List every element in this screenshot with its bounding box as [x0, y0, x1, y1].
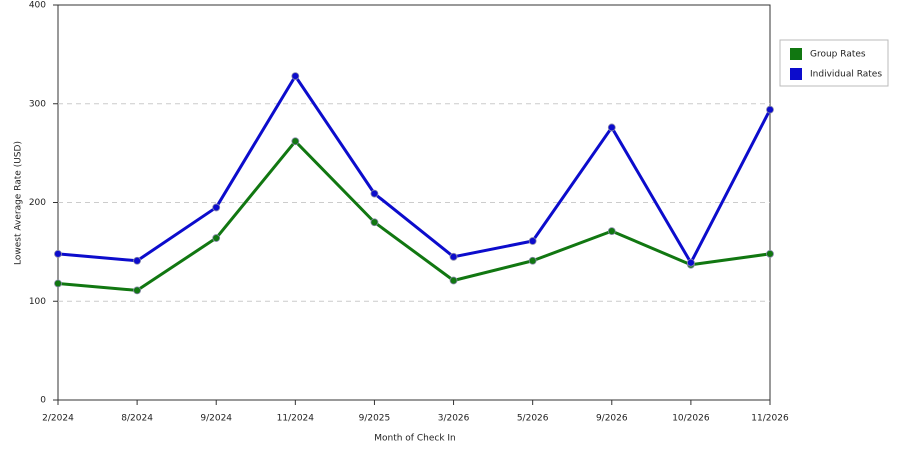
data-point	[449, 252, 458, 261]
y-tick-label: 100	[29, 297, 46, 307]
data-point	[54, 249, 62, 258]
data-point	[133, 286, 142, 295]
x-tick-label: 9/2026	[596, 414, 628, 424]
data-point	[212, 203, 221, 212]
x-tick-label: 8/2024	[121, 414, 153, 424]
x-tick-label: 2/2024	[42, 414, 74, 424]
data-point	[449, 276, 458, 285]
y-tick-label: 400	[29, 1, 46, 11]
legend-swatch	[790, 48, 802, 60]
legend-label: Group Rates	[810, 50, 866, 60]
x-tick-label: 11/2024	[277, 414, 315, 424]
x-tick-label: 9/2024	[200, 414, 232, 424]
data-point	[133, 256, 142, 265]
y-axis-label: Lowest Average Rate (USD)	[14, 141, 24, 265]
data-point	[528, 256, 537, 265]
x-tick-label: 5/2026	[517, 414, 549, 424]
series-line	[57, 74, 772, 265]
x-tick-label: 10/2026	[672, 414, 710, 424]
series-line	[57, 139, 771, 292]
data-point	[766, 249, 774, 258]
x-tick-label: 3/2026	[438, 414, 470, 424]
legend-swatch	[790, 68, 802, 80]
x-tick-label: 11/2026	[751, 414, 789, 424]
y-tick-label: 0	[40, 396, 46, 406]
data-point	[528, 237, 537, 245]
data-point	[370, 218, 379, 227]
x-tick-label: 9/2025	[359, 414, 391, 424]
data-point	[54, 279, 62, 288]
data-point	[766, 105, 774, 114]
x-axis-label: Month of Check In	[374, 434, 456, 444]
y-tick-label: 200	[29, 198, 46, 208]
legend-label: Individual Rates	[810, 70, 882, 80]
data-point	[607, 227, 616, 236]
data-point	[212, 234, 221, 242]
data-point	[291, 137, 300, 146]
data-point	[607, 123, 616, 132]
data-point	[686, 258, 695, 267]
data-point	[291, 72, 300, 80]
data-point	[370, 189, 379, 198]
y-tick-label: 300	[29, 99, 46, 109]
